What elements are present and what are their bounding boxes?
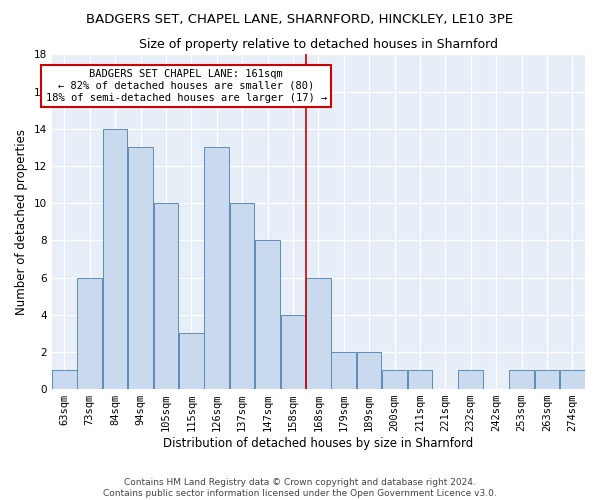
Bar [535,370,559,389]
Bar [382,370,407,389]
Y-axis label: Number of detached properties: Number of detached properties [15,129,28,315]
Text: Contains HM Land Registry data © Crown copyright and database right 2024.
Contai: Contains HM Land Registry data © Crown c… [103,478,497,498]
Bar [77,278,102,389]
Bar [281,314,305,389]
X-axis label: Distribution of detached houses by size in Sharnford: Distribution of detached houses by size … [163,437,473,450]
Bar [458,370,483,389]
Bar [255,240,280,389]
Bar [560,370,584,389]
Text: BADGERS SET CHAPEL LANE: 161sqm
← 82% of detached houses are smaller (80)
18% of: BADGERS SET CHAPEL LANE: 161sqm ← 82% of… [46,70,327,102]
Bar [205,148,229,389]
Bar [128,148,153,389]
Bar [331,352,356,389]
Bar [230,203,254,389]
Bar [52,370,77,389]
Bar [509,370,534,389]
Text: BADGERS SET, CHAPEL LANE, SHARNFORD, HINCKLEY, LE10 3PE: BADGERS SET, CHAPEL LANE, SHARNFORD, HIN… [86,12,514,26]
Title: Size of property relative to detached houses in Sharnford: Size of property relative to detached ho… [139,38,498,51]
Bar [357,352,382,389]
Bar [407,370,432,389]
Bar [103,129,127,389]
Bar [154,203,178,389]
Bar [306,278,331,389]
Bar [179,334,203,389]
